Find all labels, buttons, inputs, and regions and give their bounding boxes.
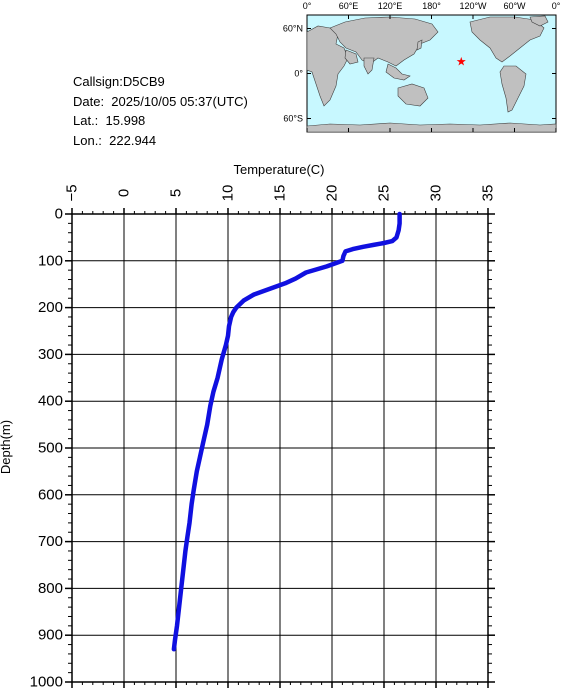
x-tick-label: −5 bbox=[64, 184, 81, 201]
y-tick-label: 800 bbox=[38, 580, 63, 597]
x-tick-label: 20 bbox=[324, 185, 341, 202]
longitude-text: Lon.: 222.944 bbox=[73, 132, 157, 148]
map-lon-label: 0° bbox=[303, 1, 312, 11]
y-tick-label: 500 bbox=[38, 440, 63, 457]
y-tick-label: 400 bbox=[38, 393, 63, 410]
x-tick-label: 25 bbox=[376, 185, 393, 202]
x-tick-label: 30 bbox=[428, 185, 445, 202]
y-tick-labels: 0 100 200 300 400 500 600 700 800 900 1000 bbox=[30, 206, 63, 690]
y-tick-label: 100 bbox=[38, 252, 63, 269]
map-lat-label: 60°S bbox=[283, 114, 303, 124]
map-lon-label: 0° bbox=[552, 1, 561, 11]
map-lat-label: 60°N bbox=[283, 24, 303, 34]
plot-frame bbox=[71, 213, 489, 683]
map-frame-ticks bbox=[306, 15, 557, 132]
y-tick-label: 0 bbox=[55, 206, 63, 223]
y-axis-title: Depth(m) bbox=[0, 420, 13, 474]
grid-lines bbox=[72, 214, 488, 682]
map-lon-label: 60°W bbox=[503, 1, 526, 11]
y-tick-label: 600 bbox=[38, 486, 63, 503]
temperature-profile-line bbox=[171, 211, 402, 652]
date-text: Date: 2025/10/05 05:37(UTC) bbox=[73, 93, 248, 109]
y-tick-label: 700 bbox=[38, 533, 63, 550]
y-tick-label: 200 bbox=[38, 299, 63, 316]
map-land bbox=[306, 15, 557, 133]
float-info: Callsign:D5CB9 Date: 2025/10/05 05:37(UT… bbox=[73, 72, 248, 150]
callsign-text: Callsign:D5CB9 bbox=[73, 74, 165, 89]
map-lat-label: 0° bbox=[294, 69, 303, 79]
location-map: 0° 60°E 120°E 180° 120°W 60°W 0° 60°N 0° 60°S ★ bbox=[283, 1, 561, 133]
map-lon-labels: 0° 60°E 120°E 180° 120°W 60°W 0° bbox=[303, 1, 561, 11]
x-tick-label: 35 bbox=[480, 185, 497, 202]
x-tick-label: 0 bbox=[116, 189, 133, 197]
x-tick-label: 10 bbox=[220, 185, 237, 202]
x-tick-label: 5 bbox=[168, 189, 185, 197]
x-axis-title: Temperature(C) bbox=[233, 162, 324, 177]
map-lon-label: 180° bbox=[422, 1, 441, 11]
y-tick-label: 1000 bbox=[30, 674, 63, 690]
map-lon-label: 120°E bbox=[378, 1, 403, 11]
map-lat-labels: 60°N 0° 60°S bbox=[283, 24, 304, 124]
map-lon-label: 60°E bbox=[339, 1, 359, 11]
y-tick-label: 900 bbox=[38, 627, 63, 644]
location-marker-star-icon: ★ bbox=[456, 55, 467, 69]
y-tick-label: 300 bbox=[38, 346, 63, 363]
map-lon-label: 120°W bbox=[459, 1, 487, 11]
x-tick-labels: −5 0 5 10 15 20 25 30 35 bbox=[64, 184, 497, 201]
latitude-text: Lat.: 15.998 bbox=[73, 113, 146, 128]
x-tick-label: 15 bbox=[272, 185, 289, 202]
